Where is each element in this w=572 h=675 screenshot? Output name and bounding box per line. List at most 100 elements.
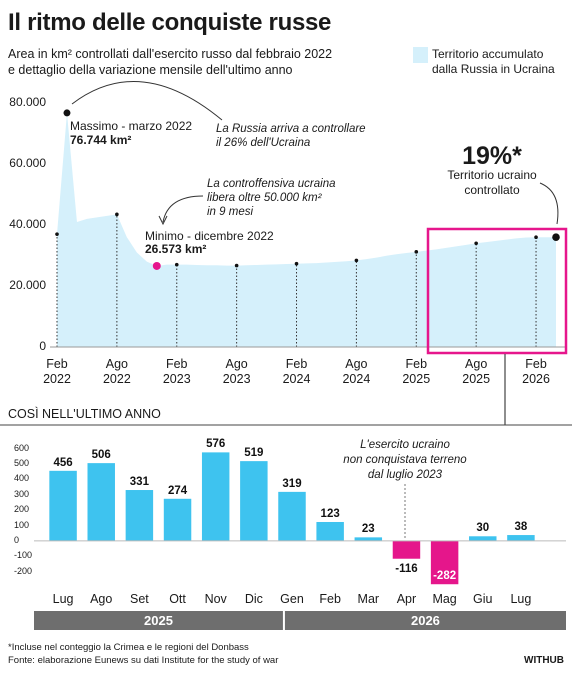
y-tick-label: 60.000 (9, 156, 46, 170)
value-label: -116 (395, 562, 418, 575)
y-tick-label: 600 (14, 442, 30, 453)
bar (469, 536, 497, 541)
connector-share (539, 182, 559, 225)
stem-dot (174, 262, 179, 267)
min-label: Minimo - dicembre 2022 (145, 229, 274, 243)
annotation: L'esercito ucraino non conquistava terre… (343, 439, 467, 481)
stem-dot (534, 235, 538, 239)
stem-dot (234, 263, 239, 268)
bar (392, 540, 421, 559)
legend-label: Territorio accumulato dalla Russia in Uc… (432, 47, 555, 76)
stem-dot (474, 241, 478, 246)
bar (49, 470, 77, 541)
y-tick-label: -100 (14, 550, 33, 561)
value-label: 456 (53, 456, 73, 469)
x-tick-label: Feb 2022 (43, 357, 71, 386)
y-tick-label: 80.000 (9, 95, 46, 109)
x-tick-label: Feb 2023 (162, 357, 191, 386)
y-tick-label: 0 (14, 534, 20, 545)
x-tick-label: Nov (204, 592, 227, 606)
max-label: Massimo - marzo 2022 (70, 119, 193, 133)
area (57, 112, 556, 347)
x-tick-label: Giu (473, 592, 493, 606)
bar (316, 521, 344, 541)
x-tick-label: Feb (319, 592, 341, 606)
stem-dot (414, 250, 419, 254)
x-tick-label: Feb 2025 (402, 357, 431, 386)
y-tick-label: 200 (14, 504, 30, 515)
y-tick-label: 40.000 (9, 217, 46, 231)
stem-dot (354, 258, 359, 263)
x-tick-label: Ott (169, 592, 186, 606)
value-label: 38 (514, 521, 528, 534)
x-tick-label: Ago 2022 (102, 357, 131, 386)
chart-title: Il ritmo delle conquiste russe (8, 9, 332, 36)
x-tick-label: Dic (244, 592, 263, 606)
bar (125, 490, 154, 541)
value-label: 123 (320, 507, 340, 520)
bar (354, 537, 383, 541)
connector-counteroffensive (162, 195, 204, 223)
share-label: 19%* (462, 142, 522, 170)
x-tick-label: Mar (357, 592, 380, 606)
arrowhead (158, 215, 168, 226)
group-band (34, 611, 283, 630)
x-tick-label: Ago 2025 (462, 357, 491, 386)
y-tick-label: -200 (14, 565, 33, 576)
x-tick-label: Lug (52, 592, 74, 606)
value-label: 576 (206, 438, 226, 451)
group-band (284, 611, 566, 630)
max-value-label: 76.744 km² (70, 133, 132, 147)
value-label: 319 (282, 477, 302, 490)
group-label: 2025 (144, 613, 173, 628)
value-label: 519 (244, 447, 264, 460)
last-marker (552, 233, 560, 241)
marks (49, 109, 560, 585)
y-tick-label: 300 (14, 488, 30, 499)
highlight-box (426, 227, 568, 355)
y-tick-label: 100 (14, 519, 30, 530)
x-tick-label: Lug (510, 592, 532, 606)
value-label: 274 (167, 484, 188, 497)
value-label: -282 (433, 570, 457, 583)
x-tick-label: Feb 2024 (282, 357, 311, 386)
x-tick-label: Apr (396, 592, 417, 606)
max-marker (63, 109, 71, 117)
credit: WITHUB (524, 655, 564, 666)
source: Fonte: elaborazione Eunews su dati Insti… (8, 655, 279, 666)
y-tick-label: 400 (14, 473, 30, 484)
footnote: *Incluse nel conteggio la Crimea e le re… (8, 642, 249, 653)
x-tick-label: Ago (90, 592, 113, 606)
x-tick-label: Mag (432, 592, 457, 606)
y-tick-label: 500 (14, 458, 30, 469)
bar (240, 461, 268, 541)
group-label: 2026 (410, 613, 440, 628)
stem-dot (115, 212, 119, 217)
stem-dot (294, 261, 299, 266)
connector-max (71, 80, 223, 121)
value-label: 506 (91, 449, 111, 462)
x-tick-label: Gen (280, 592, 304, 606)
annotation: La controffensiva ucraina libera oltre 5… (207, 178, 336, 219)
stem-dot (55, 232, 59, 236)
chart-subtitle: Area in km² controllati dall'esercito ru… (8, 47, 333, 77)
bar (507, 535, 535, 541)
value-label: 331 (129, 476, 149, 489)
bar (201, 452, 230, 541)
section-title: COSÌ NELL'ULTIMO ANNO (8, 407, 161, 421)
min-value-label: 26.573 km² (145, 242, 207, 256)
annotation: La Russia arriva a controllare il 26% de… (216, 123, 366, 150)
bar (430, 540, 459, 585)
bar (278, 491, 306, 541)
y-tick-label: 0 (39, 339, 46, 353)
min-marker (152, 261, 161, 270)
value-label: 30 (476, 522, 490, 535)
y-tick-label: 20.000 (9, 278, 46, 292)
x-tick-label: Ago 2024 (342, 357, 371, 386)
x-tick-label: Set (129, 592, 149, 606)
share-text: Territorio ucraino controllato (447, 168, 537, 197)
legend-swatch (413, 47, 428, 63)
bar (87, 463, 115, 541)
